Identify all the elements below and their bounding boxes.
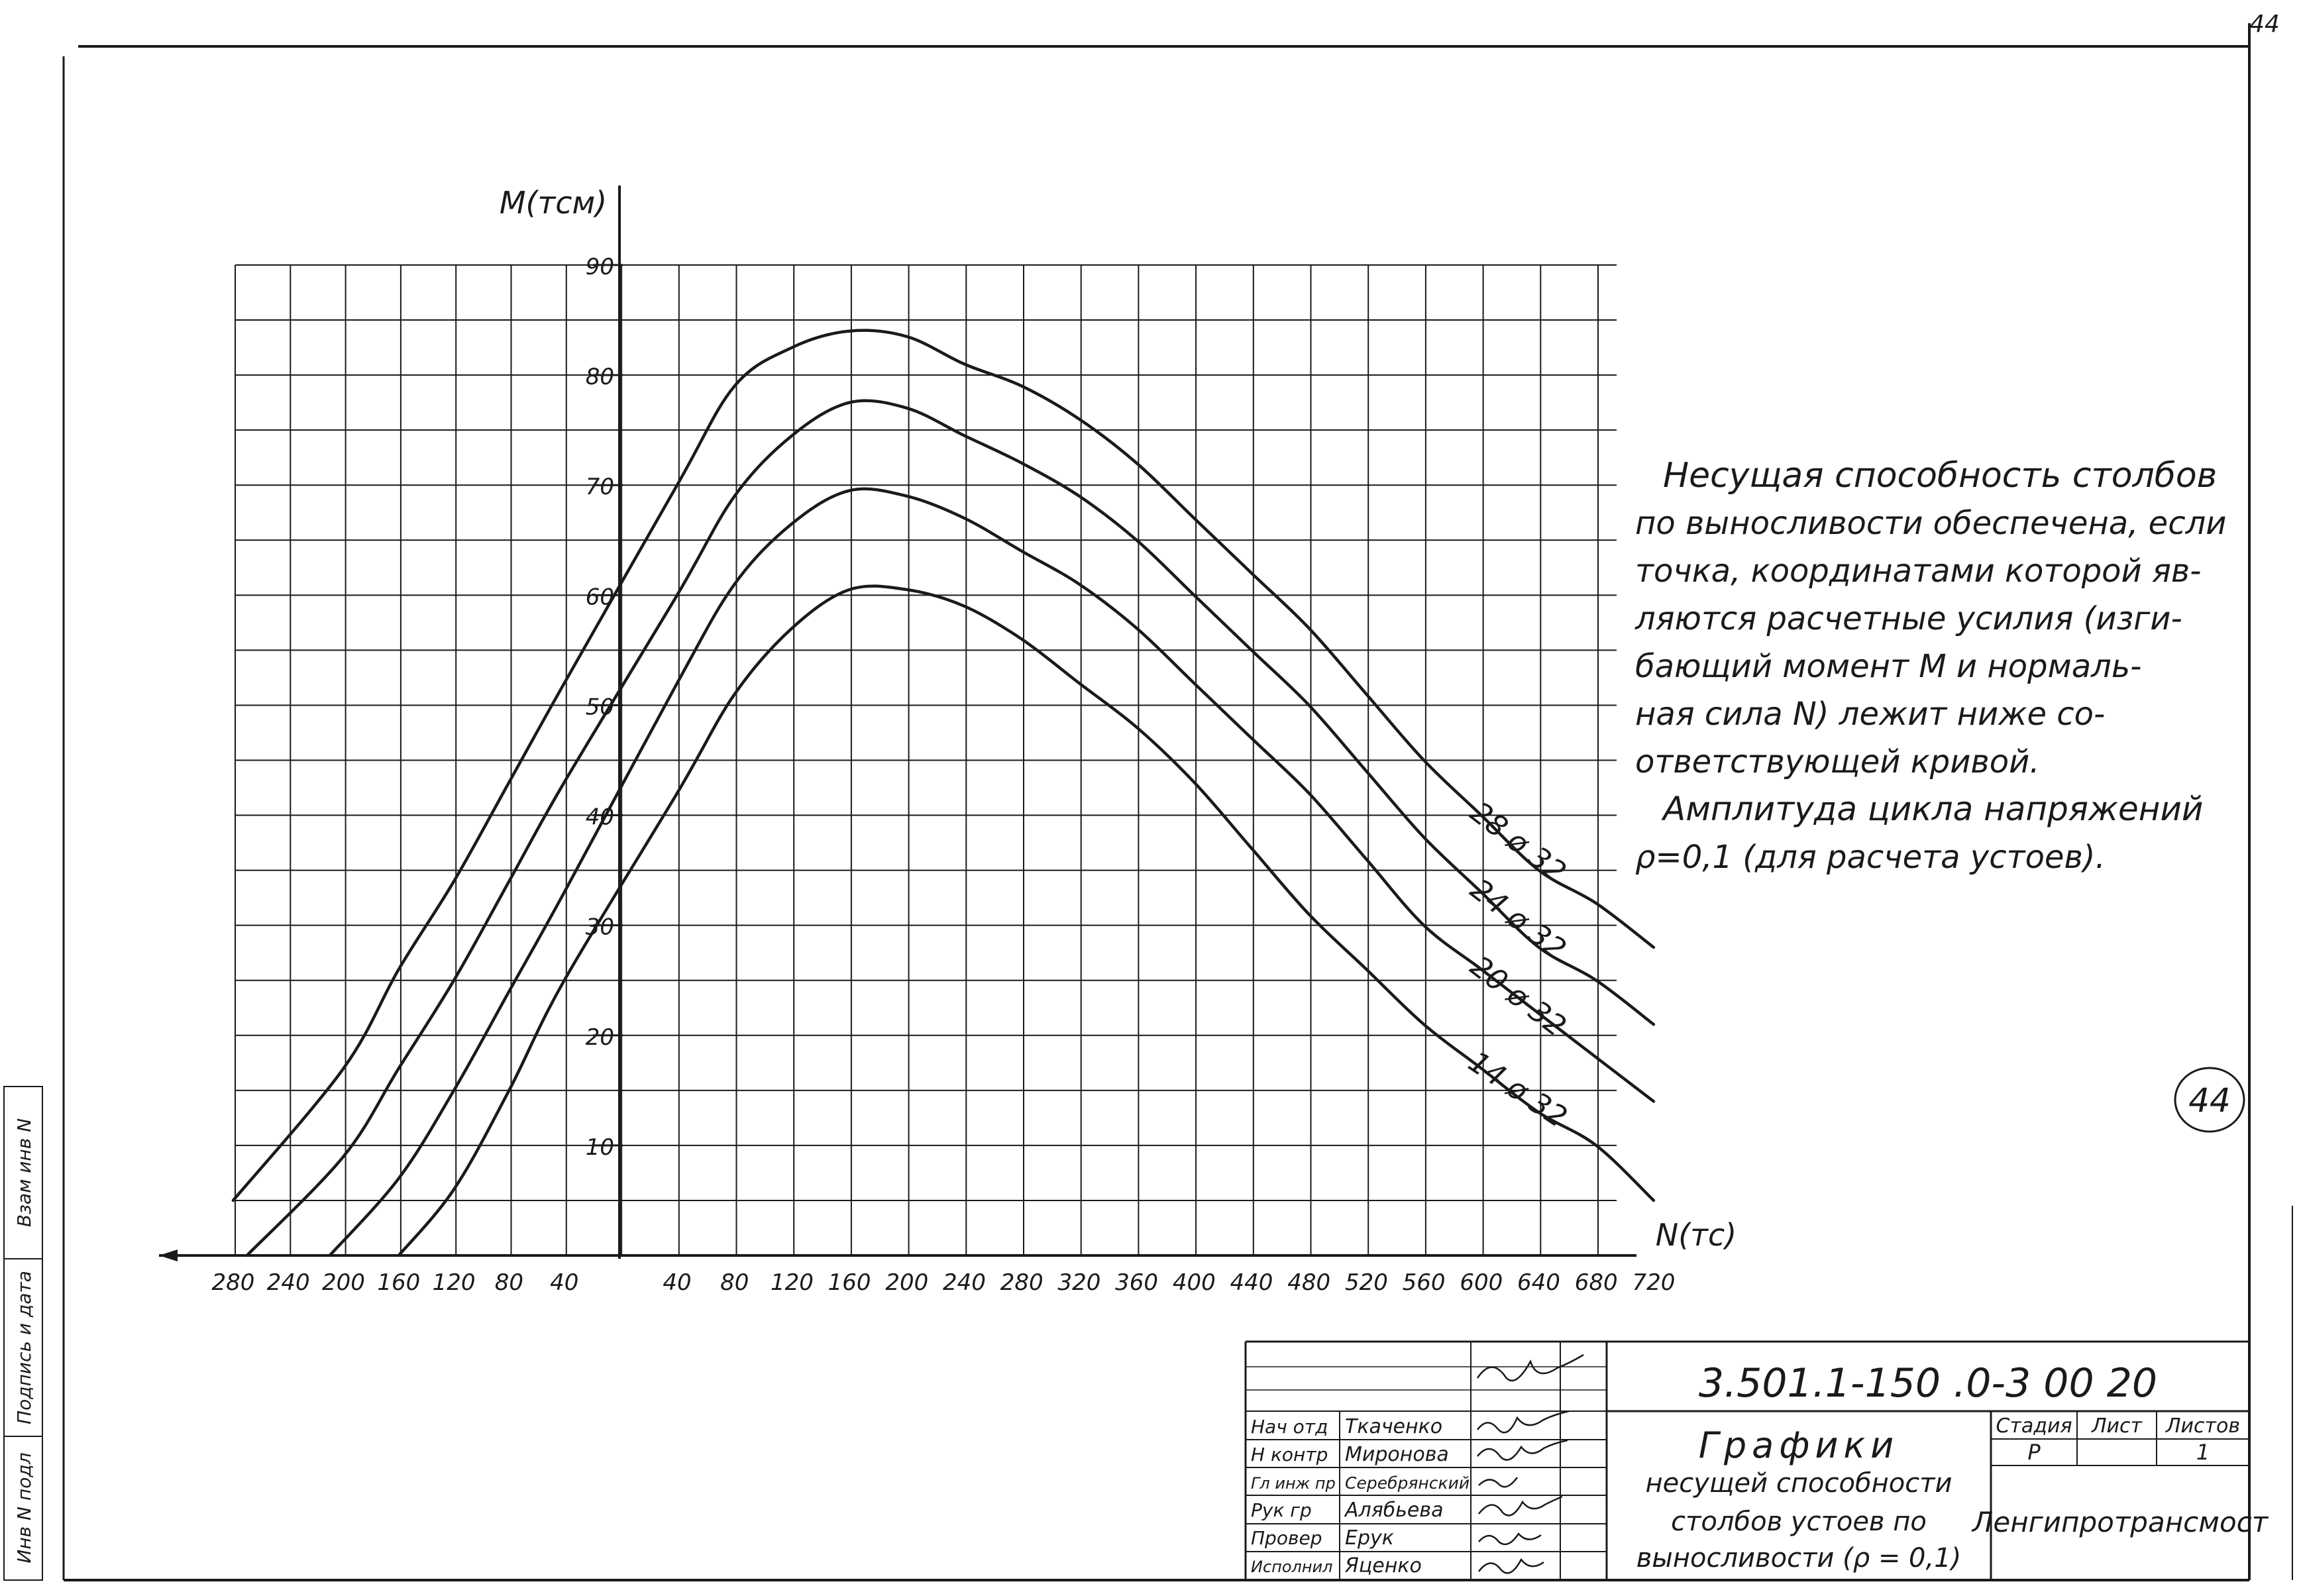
x-tick-label: 120: [433, 1269, 476, 1296]
annotation-line: Несущая способность столбов: [1663, 456, 2217, 496]
drawing-title-line: столбов устоев по: [1671, 1507, 1927, 1537]
x-tick-label: 80: [720, 1269, 749, 1296]
annotation-line: Амплитуда цикла напряжений: [1661, 790, 2203, 828]
x-tick-label: 200: [885, 1269, 928, 1296]
role-label: Нач отд: [1251, 1416, 1328, 1438]
x-tick-label: 600: [1460, 1269, 1503, 1296]
annotation-line: ляются расчетные усилия (изги-: [1634, 600, 2182, 637]
x-tick-label: 160: [828, 1269, 871, 1296]
x-tick-label: 640: [1517, 1269, 1560, 1296]
side-label-inventory: Инв N подл: [13, 1452, 35, 1563]
y-tick-label: 10: [586, 1134, 614, 1161]
side-label-signature: Подпись и дата: [13, 1271, 35, 1424]
stage-value: Р: [2027, 1440, 2041, 1465]
x-tick-label: 720: [1632, 1269, 1675, 1296]
x-tick-label: 400: [1173, 1269, 1216, 1296]
chart-curves: [231, 329, 1656, 1257]
drawing-title-line: выносливости (ρ = 0,1): [1636, 1543, 1962, 1573]
y-tick-label: 90: [586, 254, 614, 280]
series-label: 20 ø 32: [1464, 949, 1572, 1043]
person-name: Серебрянский: [1345, 1473, 1470, 1493]
series-curve: [397, 584, 1656, 1257]
series-label: 24 ø 32: [1464, 873, 1572, 967]
person-name: Миронова: [1345, 1443, 1449, 1466]
x-tick-label: 480: [1287, 1269, 1330, 1296]
y-tick-label: 80: [586, 364, 614, 390]
x-tick-label: 40: [663, 1269, 691, 1296]
y-tick-label: 60: [586, 584, 614, 610]
annotation-line: ответствующей кривой.: [1635, 743, 2040, 780]
person-name: Ткаченко: [1345, 1415, 1442, 1438]
x-tick-label: 360: [1115, 1269, 1158, 1296]
role-label: Н контр: [1251, 1444, 1328, 1465]
person-name: Ерук: [1345, 1526, 1394, 1550]
x-tick-label: 240: [267, 1269, 310, 1296]
annotation-line: ная сила N) лежит ниже со-: [1635, 696, 2105, 733]
series-curve: [231, 329, 1656, 1202]
series-curve: [328, 487, 1656, 1257]
x-tick-label: 40: [550, 1269, 578, 1296]
drawing-title: Графики: [1699, 1424, 1899, 1466]
y-axis-label: M(тсм): [500, 185, 607, 221]
person-name: Алябьева: [1344, 1499, 1443, 1522]
x-tick-label: 320: [1057, 1269, 1100, 1296]
chart-grid: [235, 264, 1617, 1255]
annotation-block: Несущая способность столбов по выносливо…: [1634, 456, 2226, 876]
x-tick-label: 560: [1403, 1269, 1446, 1296]
role-label: Гл инж пр: [1251, 1474, 1336, 1493]
annotation-line: точка, координатами которой яв-: [1635, 553, 2201, 590]
side-strip: Взам инв N Подпись и дата Инв N подл: [3, 1086, 43, 1581]
x-tick-label: 120: [771, 1269, 814, 1296]
stage-label: Стадия: [1996, 1414, 2072, 1438]
sheets-value: 1: [2196, 1440, 2210, 1465]
chart-axes: [159, 186, 1636, 1261]
x-tick-label: 520: [1345, 1269, 1388, 1296]
signature-marks: [1476, 1354, 1584, 1574]
annotation-line: ρ=0,1 (для расчета устоев).: [1635, 839, 2106, 876]
x-axis-label: N(тс): [1656, 1217, 1737, 1253]
document-code: 3.501.1-150 .0-3 00 20: [1699, 1360, 2157, 1407]
sheet-stamp: 44: [2174, 1067, 2245, 1133]
series-curve: [245, 399, 1656, 1257]
x-tick-label: 240: [943, 1269, 986, 1296]
x-tick-label: 80: [495, 1269, 523, 1296]
page-number: 44: [2249, 11, 2280, 38]
drawing-title-line: несущей способности: [1645, 1468, 1952, 1499]
x-tick-label: 440: [1230, 1269, 1273, 1296]
sheets-label: Листов: [2165, 1414, 2240, 1438]
x-tick-label: 160: [377, 1269, 420, 1296]
series-label: 28 ø 32: [1464, 795, 1572, 889]
annotation-line: бающий момент М и нормаль-: [1635, 648, 2141, 685]
x-tick-label: 280: [211, 1269, 254, 1296]
organization-name: Ленгипротрансмост: [1971, 1506, 2269, 1538]
x-axis-arrow: [159, 1250, 178, 1261]
annotation-line: по выносливости обеспечена, если: [1635, 505, 2226, 542]
x-tick-label: 680: [1575, 1269, 1618, 1296]
y-tick-label: 20: [586, 1024, 614, 1051]
role-label: Исполнил: [1251, 1558, 1333, 1576]
x-tick-label: 200: [322, 1269, 365, 1296]
y-tick-label: 70: [586, 474, 614, 500]
role-label: Провер: [1251, 1527, 1322, 1549]
side-label-replace: Взам инв N: [13, 1118, 35, 1227]
title-block: 3.501.1-150 .0-3 00 20 Графики несущей с…: [1244, 1340, 2269, 1580]
role-label: Рук гр: [1251, 1499, 1312, 1521]
stamp-number: 44: [2188, 1081, 2231, 1120]
x-tick-label: 280: [1000, 1269, 1043, 1296]
sheet-label: Лист: [2091, 1414, 2143, 1438]
person-name: Яценко: [1344, 1554, 1422, 1577]
frame: [62, 23, 2293, 1581]
series-label: 14 ø 32: [1462, 1045, 1573, 1134]
